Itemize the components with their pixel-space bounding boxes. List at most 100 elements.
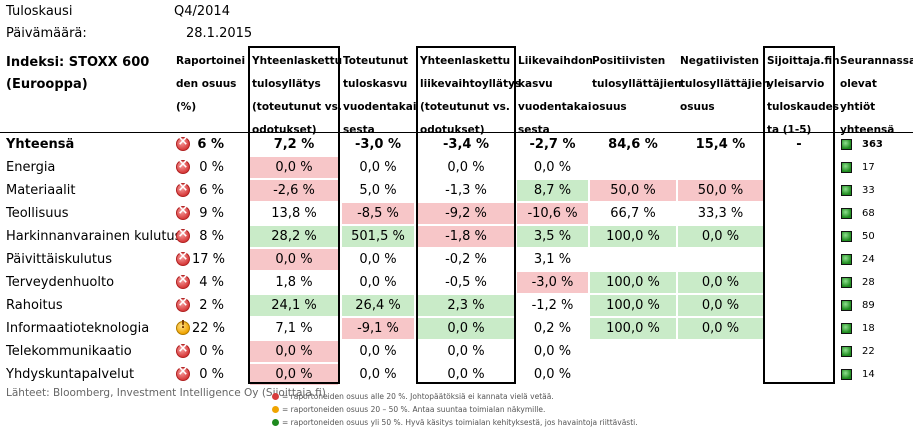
cell-rev-growth: -1,2 % bbox=[531, 298, 574, 313]
table-row: Materiaalit6 %-2,6 %5,0 %-1,3 %8,7 %50,0… bbox=[0, 180, 913, 203]
cell-eps-growth: 501,5 % bbox=[342, 226, 414, 247]
cell-rev-growth: 3,5 % bbox=[517, 226, 588, 247]
header-line: tulosyllätys bbox=[252, 78, 321, 90]
header-line: Toteutunut bbox=[343, 55, 409, 67]
cell-negative: 0,0 % bbox=[678, 318, 763, 339]
header-line: (toteutunut vs. bbox=[420, 101, 510, 113]
cell-positive: 66,7 % bbox=[610, 206, 656, 221]
header-positive: Positiivisten tulosyllättäjien osuus bbox=[592, 50, 682, 119]
source-note: Lähteet: Bloomberg, Investment Intellige… bbox=[6, 387, 326, 399]
cell-negative bbox=[678, 364, 763, 385]
header-line: vuodentakai bbox=[518, 101, 592, 113]
cell-eps-growth: -3,0 % bbox=[355, 137, 401, 152]
table-row: Telekommunikaatio 0 % 0,0 % 0,0 % 0,0 % 0,0 %… bbox=[0, 341, 913, 364]
error-status-icon bbox=[176, 341, 190, 358]
followed-status-icon bbox=[841, 346, 852, 357]
header-line: kasvu bbox=[518, 78, 553, 90]
header-line: den osuus bbox=[176, 78, 237, 90]
cell-rev-surprise: -0,2 % bbox=[445, 252, 487, 267]
followed-count: 363 bbox=[862, 139, 883, 150]
header-line: Yhteenlaskettu bbox=[252, 55, 343, 67]
cell-rev-growth: 0,0 % bbox=[533, 367, 572, 382]
cell-eps-surprise: 7,1 % bbox=[275, 321, 313, 336]
header-followed: Seurannassa olevat yhtiöt yhteensä bbox=[840, 50, 913, 142]
cell-rev-growth: 0,0 % bbox=[533, 344, 572, 359]
cell-positive: 100,0 % bbox=[590, 226, 676, 247]
followed-status-icon bbox=[841, 208, 852, 219]
header-rev-surprise: Yhteenlaskettu liikevaihtoyllätys (toteutu… bbox=[420, 50, 521, 142]
cell-negative bbox=[678, 249, 763, 270]
cell-negative: 50,0 % bbox=[678, 180, 763, 201]
table-row: Teollisuus 9 % 13,8 % -8,5 %-9,2 %-10,6 % 66… bbox=[0, 203, 913, 226]
header-line: yhteensä bbox=[840, 124, 895, 136]
sector-name: Terveydenhuolto bbox=[6, 275, 115, 290]
cell-rev-surprise: 0,0 % bbox=[447, 367, 485, 382]
cell-eps-surprise: 28,2 % bbox=[250, 226, 338, 247]
cell-negative bbox=[678, 157, 763, 178]
followed-count: 28 bbox=[862, 277, 875, 288]
header-negative: Negatiivisten tulosyllättäjien osuus bbox=[680, 50, 770, 119]
cell-negative: 33,3 % bbox=[697, 206, 744, 221]
cell-negative: 0,0 % bbox=[678, 226, 763, 247]
cell-positive bbox=[590, 249, 676, 270]
sector-name: Rahoitus bbox=[6, 298, 63, 313]
cell-eps-growth: 0,0 % bbox=[359, 344, 397, 359]
legend-dot-icon bbox=[272, 419, 279, 426]
cell-positive bbox=[590, 157, 676, 178]
followed-status-icon bbox=[841, 277, 852, 288]
cell-eps-surprise: -2,6 % bbox=[250, 180, 338, 201]
cell-eps-surprise: 13,8 % bbox=[271, 206, 317, 221]
sector-name: Päivittäiskulutus bbox=[6, 252, 113, 267]
table-row: Yhdyskuntapalvelut 0 % 0,0 % 0,0 % 0,0 % 0,0 … bbox=[0, 364, 913, 387]
cell-eps-surprise: 0,0 % bbox=[250, 249, 338, 270]
cell-eps-growth: -8,5 % bbox=[342, 203, 414, 224]
header-line: sesta bbox=[343, 124, 375, 136]
estimate-column-frame bbox=[763, 46, 835, 384]
eps-surprise-column-frame bbox=[248, 46, 340, 384]
error-status-icon bbox=[176, 203, 190, 220]
header-line: osuus bbox=[592, 101, 627, 113]
season-label: Tuloskausi bbox=[6, 4, 73, 19]
followed-status-icon bbox=[841, 162, 852, 173]
legend-item: = raportoneiden osuus yli 50 %. Hyvä käs… bbox=[272, 418, 638, 427]
cell-positive: 100,0 % bbox=[590, 272, 676, 293]
error-status-icon bbox=[176, 272, 190, 289]
date-label: Päivämäärä: bbox=[6, 26, 87, 41]
header-line: olevat bbox=[840, 78, 877, 90]
reported-share: 8 % bbox=[199, 229, 224, 244]
cell-rev-surprise: 0,0 % bbox=[418, 318, 514, 339]
reported-share: 17 % bbox=[192, 252, 226, 267]
cell-eps-growth: 0,0 % bbox=[359, 275, 397, 290]
legend-text: = raportoneiden osuus yli 50 %. Hyvä käs… bbox=[282, 418, 638, 427]
header-line: tuloskasvu bbox=[343, 78, 408, 90]
header-line: Raportoinei bbox=[176, 55, 246, 67]
date-row: Päivämäärä: 28.1.2015 bbox=[6, 26, 252, 41]
sector-name: Materiaalit bbox=[6, 183, 76, 198]
cell-eps-growth: 5,0 % bbox=[359, 183, 397, 198]
followed-status-icon bbox=[841, 185, 852, 196]
cell-positive bbox=[590, 341, 676, 362]
followed-count: 14 bbox=[862, 369, 875, 380]
table-row: Harkinnanvarainen kulutus 8 % 28,2 %501,5 … bbox=[0, 226, 913, 249]
header-estimate: Sijoittaja.fin yleisarvio tuloskaudes ta (1… bbox=[767, 50, 840, 142]
table-row: Energia 0 % 0,0 % 0,0 % 0,0 % 0,0 % 17 bbox=[0, 157, 913, 180]
cell-eps-growth: 26,4 % bbox=[342, 295, 414, 316]
cell-rev-surprise: -1,3 % bbox=[445, 183, 487, 198]
error-status-icon bbox=[176, 157, 190, 174]
followed-status-icon bbox=[841, 139, 852, 150]
reported-share: 22 % bbox=[192, 321, 226, 336]
header-line: tuloskaudes bbox=[767, 101, 839, 113]
reported-share: 2 % bbox=[199, 298, 224, 313]
cell-eps-surprise: 0,0 % bbox=[250, 341, 338, 362]
followed-count: 33 bbox=[862, 185, 875, 196]
followed-status-icon bbox=[841, 300, 852, 311]
followed-count: 22 bbox=[862, 346, 875, 357]
warning-status-icon bbox=[176, 318, 190, 335]
cell-rev-growth: 8,7 % bbox=[517, 180, 588, 201]
cell-rev-growth: -10,6 % bbox=[517, 203, 588, 224]
header-line: Yhteenlaskettu bbox=[420, 55, 511, 67]
followed-status-icon bbox=[841, 231, 852, 242]
header-line: odotukset) bbox=[420, 124, 485, 136]
followed-count: 17 bbox=[862, 162, 875, 173]
cell-eps-surprise: 24,1 % bbox=[250, 295, 338, 316]
